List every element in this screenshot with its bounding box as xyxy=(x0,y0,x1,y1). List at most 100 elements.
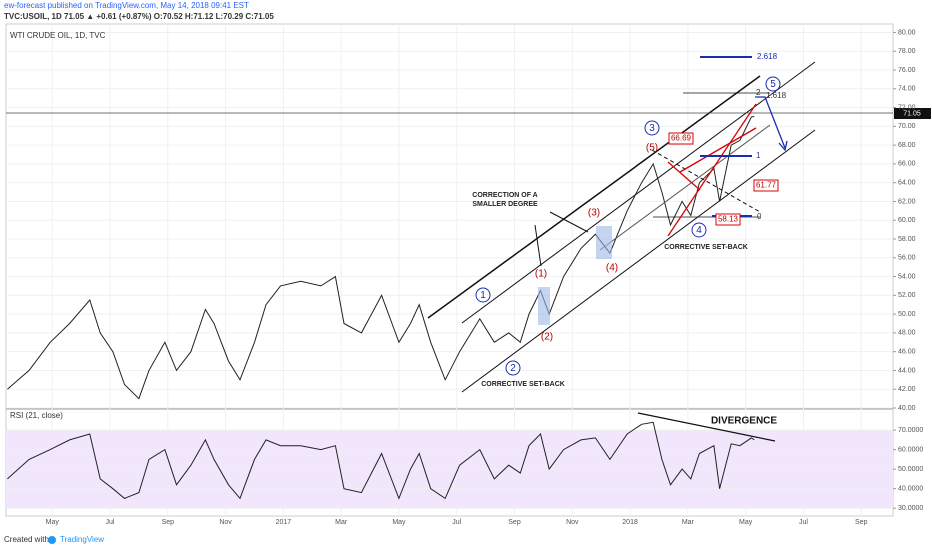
wave-label: (1) xyxy=(535,269,547,280)
wave-label: 3 xyxy=(649,123,655,134)
x-tick-label: Mar xyxy=(682,519,695,526)
x-tick-label: Jul xyxy=(452,519,461,526)
fib-label: 2.618 xyxy=(757,52,778,61)
y-tick-label: 56.00 xyxy=(898,255,916,262)
arrow xyxy=(549,211,589,233)
wave-label: 4 xyxy=(696,225,702,236)
y-tick-label: 74.00 xyxy=(898,86,916,93)
red-wedge xyxy=(667,103,757,237)
highlight xyxy=(538,287,550,325)
box-label: 58.13 xyxy=(718,215,739,224)
note: CORRECTIVE SET-BACK xyxy=(664,244,748,251)
note: CORRECTION OF A xyxy=(472,192,537,199)
author-line: ew-forecast published on TradingView.com… xyxy=(4,1,249,10)
x-tick-label: Jul xyxy=(106,519,115,526)
x-tick-label: Mar xyxy=(335,519,348,526)
y-tick-label: 68.00 xyxy=(898,142,916,149)
wave-circles xyxy=(475,76,781,376)
y-tick-label: 76.00 xyxy=(898,67,916,74)
box xyxy=(715,213,741,226)
footer-created: Created with xyxy=(4,535,49,544)
y-tick-label: 42.00 xyxy=(898,386,916,393)
x-tick-label: Nov xyxy=(566,519,579,526)
symbol-line: TVC:USOIL, 1D 71.05 ▲ +0.61 (+0.87%) O:7… xyxy=(4,12,274,21)
fib-label: 1 xyxy=(756,151,761,160)
note: SMALLER DEGREE xyxy=(472,201,538,208)
box xyxy=(668,132,694,145)
y-tick-label: 30.0000 xyxy=(898,505,923,512)
channel-inner xyxy=(599,124,771,251)
y-tick-label: 62.00 xyxy=(898,198,916,205)
x-tick-label: Sep xyxy=(162,519,175,526)
wave-label: (2) xyxy=(541,332,553,343)
highlight xyxy=(596,226,612,259)
y-tick-label: 58.00 xyxy=(898,236,916,243)
note: CORRECTIVE SET-BACK xyxy=(481,381,565,388)
channel-bottom xyxy=(461,129,816,393)
x-tick-label: Sep xyxy=(855,519,868,526)
fib-label: 0 xyxy=(757,212,762,221)
x-tick-label: May xyxy=(392,519,406,526)
box-label: 66.69 xyxy=(671,134,692,143)
forecast-arrow xyxy=(755,96,786,149)
x-tick-label: Sep xyxy=(508,519,521,526)
wave-label: (3) xyxy=(588,208,600,219)
x-tick-label: 2017 xyxy=(276,519,292,526)
y-tick-label: 50.0000 xyxy=(898,466,923,473)
wave-label: 1 xyxy=(480,290,486,301)
y-tick-label: 44.00 xyxy=(898,367,916,374)
wedge-line xyxy=(679,127,757,173)
fib-label: 1.618 xyxy=(766,91,787,100)
y-tick-label: 80.00 xyxy=(898,29,916,36)
y-tick-label: 50.00 xyxy=(898,311,916,318)
y-tick-label: 46.00 xyxy=(898,349,916,356)
price-line xyxy=(7,116,755,400)
circle xyxy=(475,287,491,303)
y-tick-label: 64.00 xyxy=(898,180,916,187)
divergence-label: DIVERGENCE xyxy=(711,416,777,427)
price-title: WTI CRUDE OIL, 1D, TVC xyxy=(10,31,106,40)
y-tick-label: 40.0000 xyxy=(898,486,923,493)
circle xyxy=(691,222,707,238)
wedge-line xyxy=(667,161,701,191)
x-tick-label: May xyxy=(739,519,753,526)
logo xyxy=(48,536,56,544)
y-tick-label: 40.00 xyxy=(898,405,916,412)
y-tick-label: 70.00 xyxy=(898,123,916,130)
divergence-line xyxy=(637,412,776,442)
channel-top xyxy=(427,75,761,319)
last-price-label: 71.05 xyxy=(903,110,921,117)
y-tick-label: 60.0000 xyxy=(898,446,923,453)
y-tick-label: 70.0000 xyxy=(898,427,923,434)
wave-label: 5 xyxy=(770,79,776,90)
box xyxy=(753,179,779,192)
x-tick-label: May xyxy=(46,519,60,526)
y-tick-label: 78.00 xyxy=(898,48,916,55)
y-tick-label: 52.00 xyxy=(898,292,916,299)
arrow xyxy=(534,224,542,267)
x-tick-label: 2018 xyxy=(622,519,638,526)
arrow-head xyxy=(778,140,788,152)
box-label: 61.77 xyxy=(756,181,777,190)
wave-label: (4) xyxy=(606,263,618,274)
y-tick-label: 48.00 xyxy=(898,330,916,337)
last-price-box xyxy=(894,108,931,119)
y-tick-label: 66.00 xyxy=(898,161,916,168)
wave-label: (5) xyxy=(646,143,658,154)
x-tick-label: Nov xyxy=(219,519,232,526)
frame xyxy=(5,23,894,517)
rsi-title: RSI (21, close) xyxy=(10,411,63,420)
fib-label: 2 xyxy=(756,88,761,97)
circle xyxy=(505,360,521,376)
drawings xyxy=(6,61,893,442)
footer-brand: TradingView xyxy=(60,535,104,544)
y-tick-label: 54.00 xyxy=(898,273,916,280)
y-tick-label: 72.00 xyxy=(898,104,916,111)
y-tick-label: 60.00 xyxy=(898,217,916,224)
circle xyxy=(765,76,781,92)
circle xyxy=(644,120,660,136)
price-line xyxy=(7,421,755,500)
price-boxes xyxy=(668,132,779,226)
channel-mid xyxy=(461,61,816,324)
